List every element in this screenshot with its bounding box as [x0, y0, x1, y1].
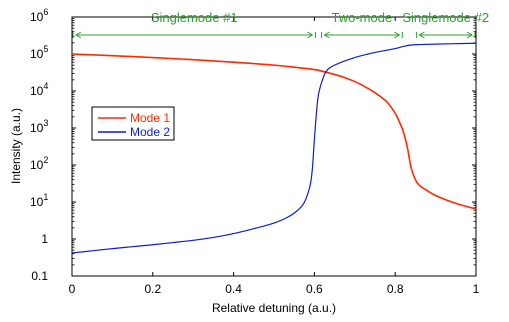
x-tick-labels: 0 0.2 0.4 0.6 0.8 1 [69, 282, 480, 296]
region-arrow-head-left [75, 31, 82, 39]
y-tick-label: 104 [30, 81, 48, 98]
region-arrow-head-right [394, 31, 401, 39]
x-tick-label: 1 [473, 282, 480, 296]
x-tick-label: 0.2 [144, 282, 161, 296]
y-tick-labels: 0.1 1 101 102 103 104 105 106 [30, 7, 48, 283]
x-tick-label: 0.4 [225, 282, 242, 296]
region-arrow-head-right [466, 31, 473, 39]
y-tick-label: 106 [30, 7, 48, 24]
x-tick-label: 0 [69, 282, 76, 296]
series-line-mode-2 [71, 42, 477, 254]
legend: Mode 1 Mode 2 [91, 106, 175, 141]
legend-label-mode-2: Mode 2 [130, 125, 170, 139]
y-tick-label: 105 [30, 44, 48, 61]
x-axis-title: Relative detuning (a.u.) [212, 301, 336, 315]
region-arrow-head-right [307, 31, 314, 39]
region-label: Two-mode [332, 10, 393, 25]
region-arrow-head-left [418, 31, 425, 39]
y-tick-label: 0.1 [31, 269, 48, 283]
y-axis-title: Intensity (a.u.) [9, 108, 23, 184]
x-tick-label: 0.8 [387, 282, 404, 296]
y-tick-label: 101 [30, 192, 48, 209]
series-line-mode-1 [71, 53, 477, 210]
legend-label-mode-1: Mode 1 [130, 111, 170, 125]
series-lines [71, 42, 477, 254]
tick-marks [71, 16, 477, 277]
region-label: Singlemode #1 [151, 10, 238, 25]
x-tick-label: 0.6 [306, 282, 323, 296]
region-arrow-head-left [323, 31, 330, 39]
plot-area [71, 16, 477, 277]
legend-box [91, 106, 175, 141]
y-tick-label: 102 [30, 155, 48, 172]
y-tick-label: 1 [41, 232, 48, 246]
y-tick-label: 103 [30, 118, 48, 135]
region-label: Singlemode #2 [402, 10, 489, 25]
region-annotations: Singlemode #1 Two-mode Singlemode #2 [72, 10, 489, 39]
